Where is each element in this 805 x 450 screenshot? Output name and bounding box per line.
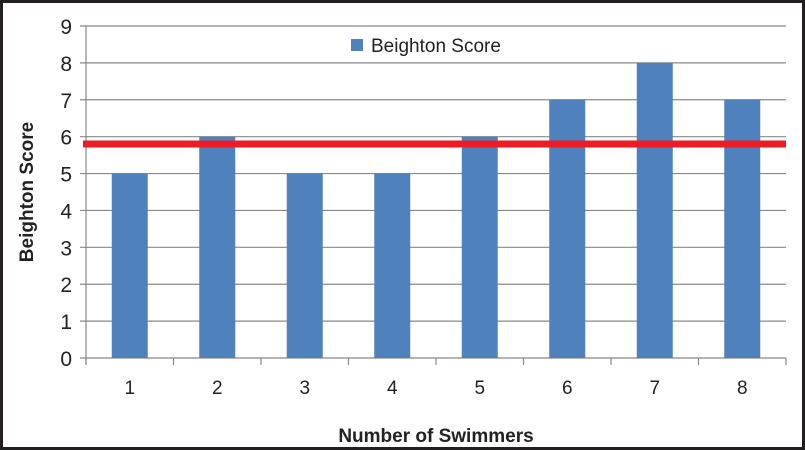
x-tick-label: 1 [124, 378, 135, 399]
y-tick-label: 4 [60, 200, 72, 223]
x-axis-title: Number of Swimmers [338, 426, 533, 447]
bar-chart-svg: 0 1 2 3 4 5 6 7 8 9 1 2 3 4 5 6 7 8 Beighton Score Number o… [17, 16, 787, 447]
x-tick-label: 4 [387, 378, 398, 399]
bar [374, 173, 411, 358]
bar [199, 136, 236, 358]
y-tick-label: 2 [60, 274, 72, 297]
bar [549, 99, 586, 359]
y-tick-label: 7 [60, 90, 72, 113]
x-tick-label: 6 [562, 378, 573, 399]
y-tick-label: 8 [60, 53, 72, 76]
y-tick-label: 6 [60, 127, 72, 150]
legend-label: Beighton Score [371, 36, 501, 57]
x-tick-label: 3 [299, 378, 310, 399]
y-tick-label: 9 [60, 16, 72, 39]
y-tick-label: 5 [60, 164, 72, 187]
y-axis-title: Beighton Score [17, 122, 38, 262]
bar [461, 136, 498, 358]
y-tick-label: 3 [60, 237, 72, 260]
bar [724, 99, 761, 359]
x-tick-label: 5 [474, 378, 485, 399]
legend-swatch [351, 39, 363, 51]
bar [111, 173, 148, 358]
y-tick-label: 1 [60, 311, 72, 334]
x-tick-label: 2 [212, 378, 223, 399]
bar [636, 62, 673, 359]
x-tick-label: 7 [649, 378, 660, 399]
y-tick-label: 0 [60, 348, 72, 371]
bar [286, 173, 323, 358]
x-tick-label: 8 [737, 378, 748, 399]
